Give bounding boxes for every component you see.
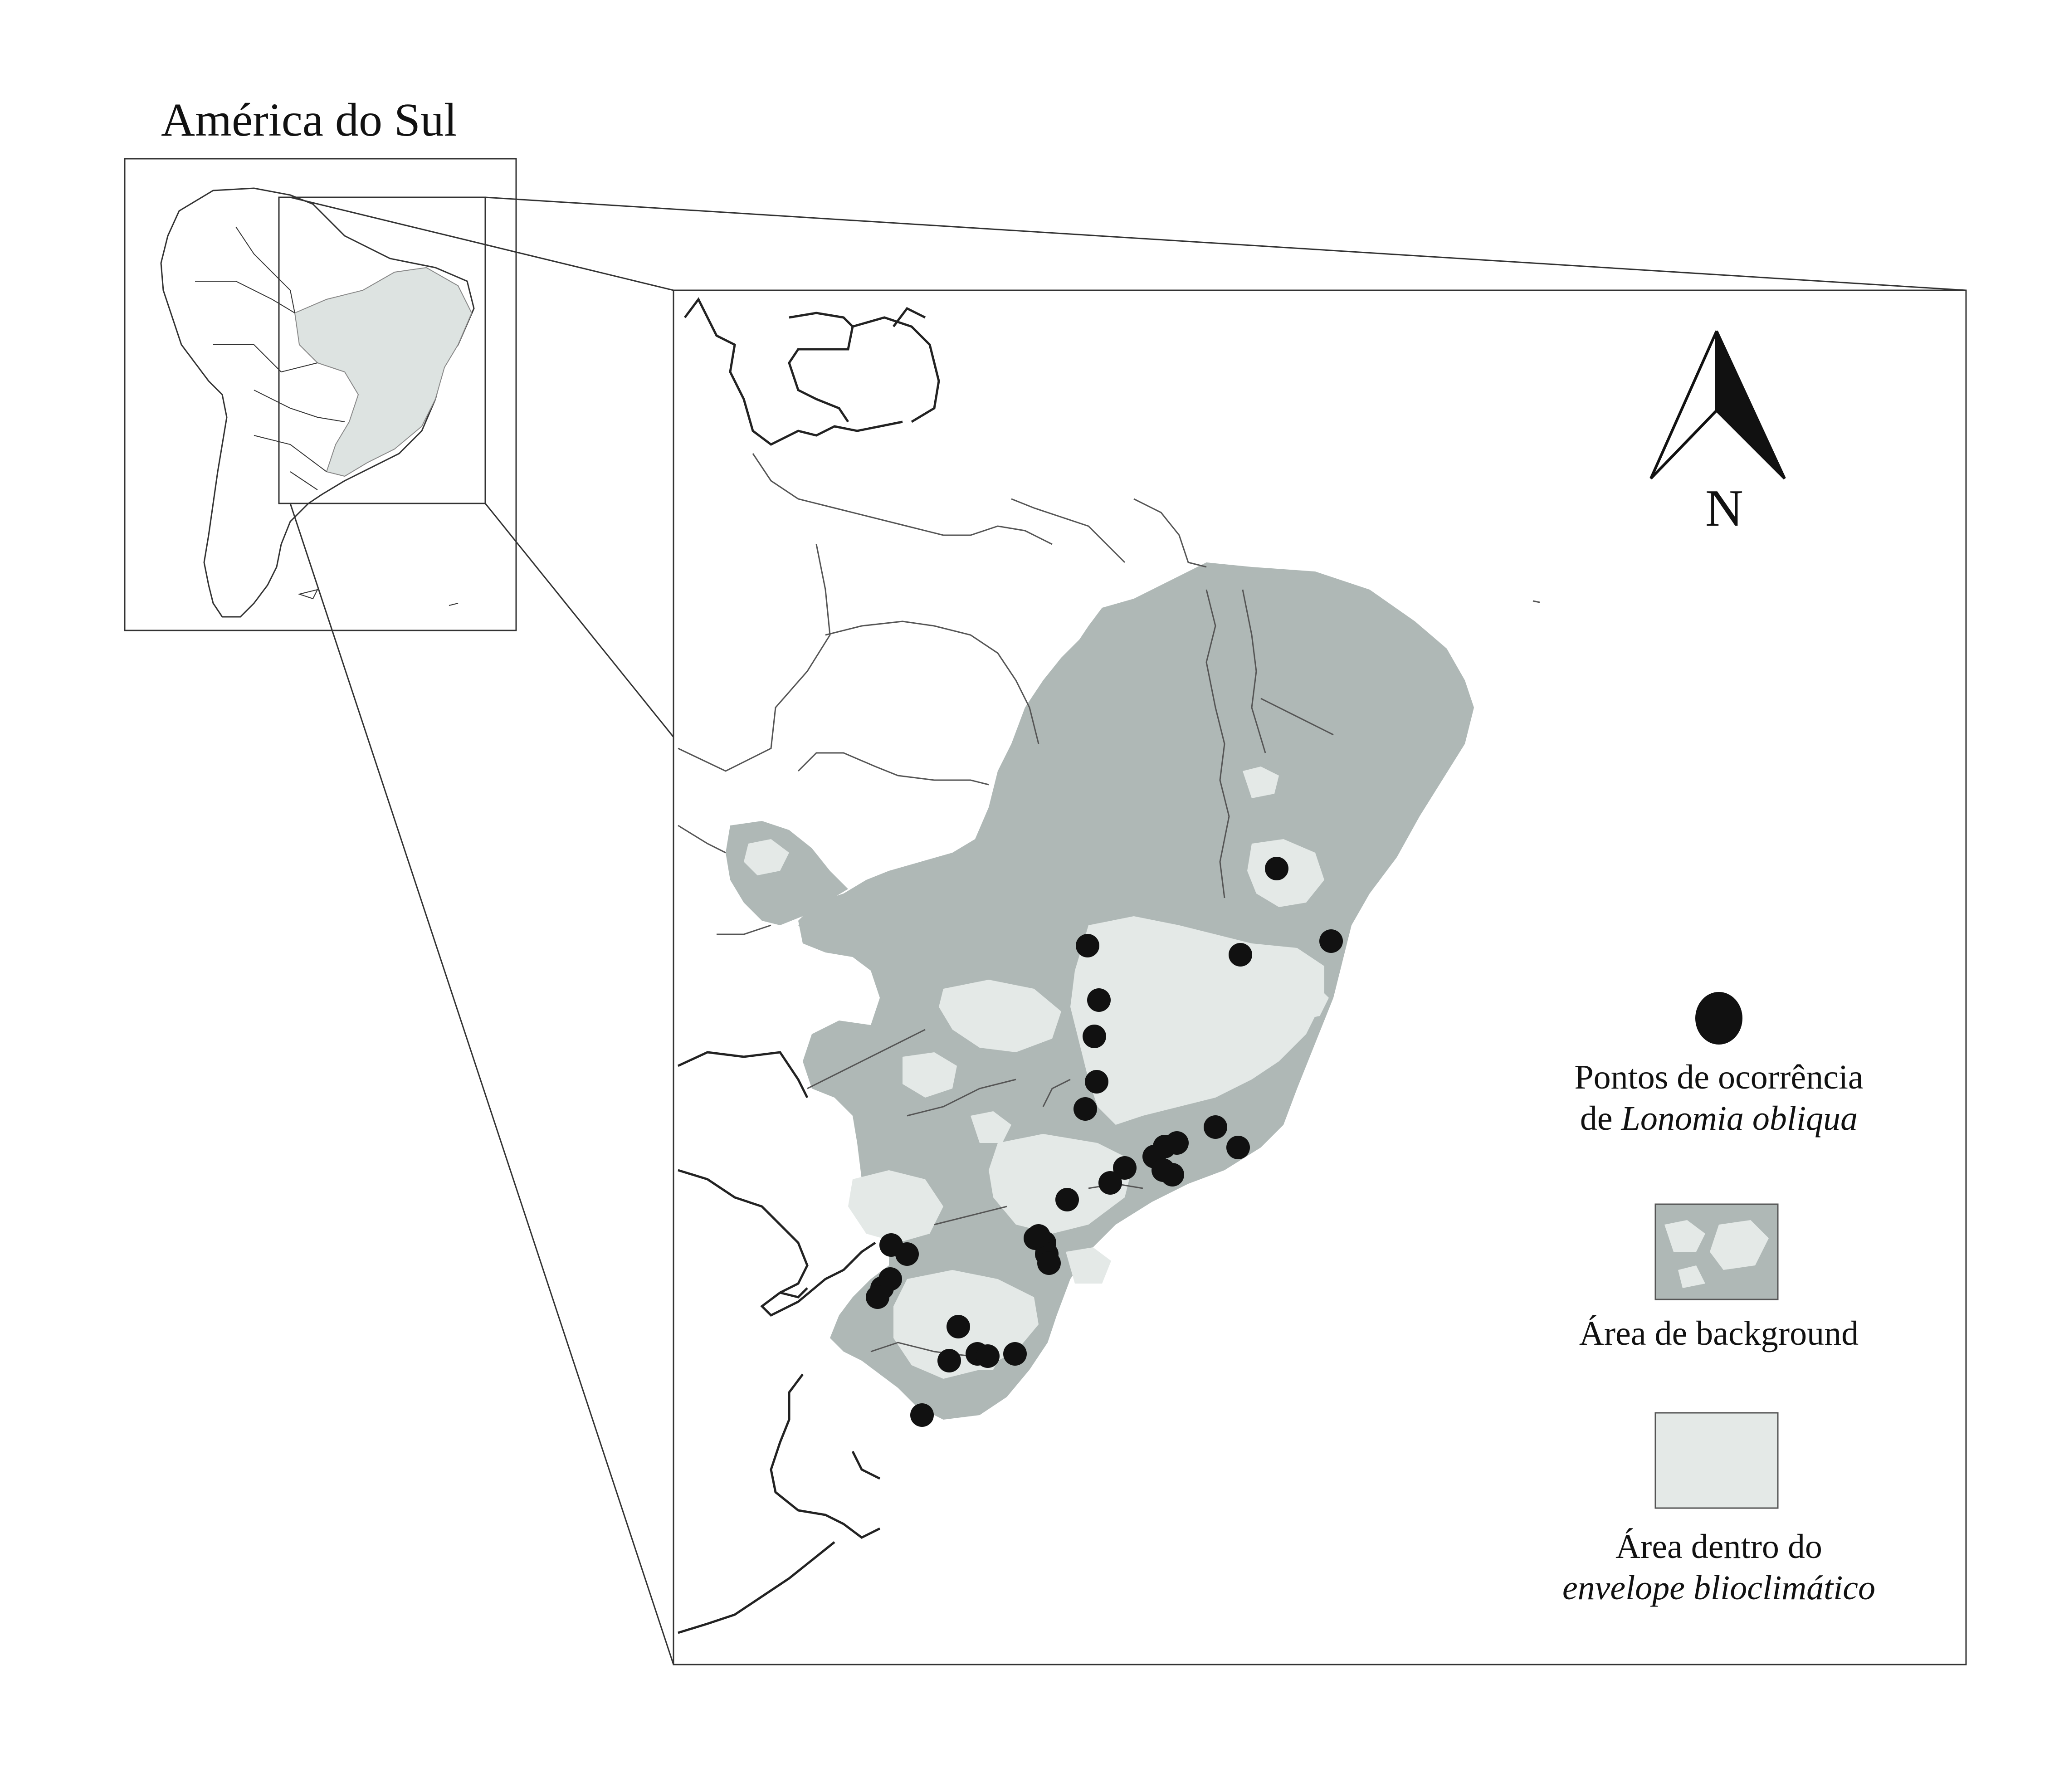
legend-envelope-label: Área dentro do envelope blioclimático xyxy=(1537,1526,1900,1609)
legend-envelope-line2: envelope blioclimático xyxy=(1537,1567,1900,1609)
occurrence-point xyxy=(1226,1136,1250,1159)
legend-point-symbol xyxy=(1695,992,1742,1045)
occurrence-point xyxy=(1083,1025,1106,1048)
legend-occurrence-label: Pontos de ocorrência de Lonomia obliqua xyxy=(1560,1057,1878,1139)
occurrence-point xyxy=(1073,1097,1097,1121)
occurrence-point xyxy=(1087,988,1111,1012)
legend-envelope-italic: envelope blioclimático xyxy=(1562,1569,1876,1607)
inset-brazil-shade xyxy=(294,267,473,477)
internal-lines xyxy=(678,453,1540,1357)
legend-occurrence-line1: Pontos de ocorrência xyxy=(1574,1058,1864,1096)
occurrence-point xyxy=(937,1349,961,1372)
legend-envelope-line1: Área dentro do xyxy=(1615,1528,1822,1566)
occurrence-points xyxy=(866,857,1343,1427)
inset-title: América do Sul xyxy=(161,94,457,146)
legend-occurrence-line2: de Lonomia obliqua xyxy=(1560,1098,1878,1139)
legend-species-name: Lonomia obliqua xyxy=(1621,1099,1858,1138)
occurrence-point xyxy=(1113,1156,1137,1180)
connector-lines xyxy=(289,196,1966,1665)
occurrence-point xyxy=(1037,1251,1061,1275)
occurrence-point xyxy=(1027,1224,1050,1248)
occurrence-point xyxy=(1098,1171,1122,1195)
occurrence-point xyxy=(976,1344,1000,1368)
occurrence-point xyxy=(1265,857,1288,880)
occurrence-point xyxy=(1076,934,1099,957)
occurrence-point xyxy=(1204,1115,1227,1139)
inset-extent-box xyxy=(278,196,486,504)
boundary-lines xyxy=(677,297,940,1634)
occurrence-point xyxy=(866,1285,889,1309)
north-arrow-icon xyxy=(1649,330,1786,480)
occurrence-point xyxy=(1319,929,1343,953)
occurrence-point xyxy=(1055,1188,1079,1211)
legend-background-label: Área de background xyxy=(1579,1314,1859,1353)
occurrence-point xyxy=(895,1242,919,1266)
legend-envelope-swatch xyxy=(1654,1412,1779,1509)
occurrence-point xyxy=(1085,1070,1108,1094)
inset-map xyxy=(124,158,517,631)
north-label: N xyxy=(1705,479,1743,537)
main-map xyxy=(673,289,1967,1665)
legend-symbols xyxy=(1654,992,1779,1509)
occurrence-point xyxy=(910,1403,934,1427)
legend-occurrence-prefix: de xyxy=(1580,1099,1621,1138)
occurrence-point xyxy=(1161,1163,1184,1187)
occurrence-point xyxy=(1229,943,1252,967)
occurrence-point xyxy=(1003,1342,1027,1366)
occurrence-point xyxy=(947,1315,970,1338)
occurrence-point xyxy=(1153,1135,1176,1158)
